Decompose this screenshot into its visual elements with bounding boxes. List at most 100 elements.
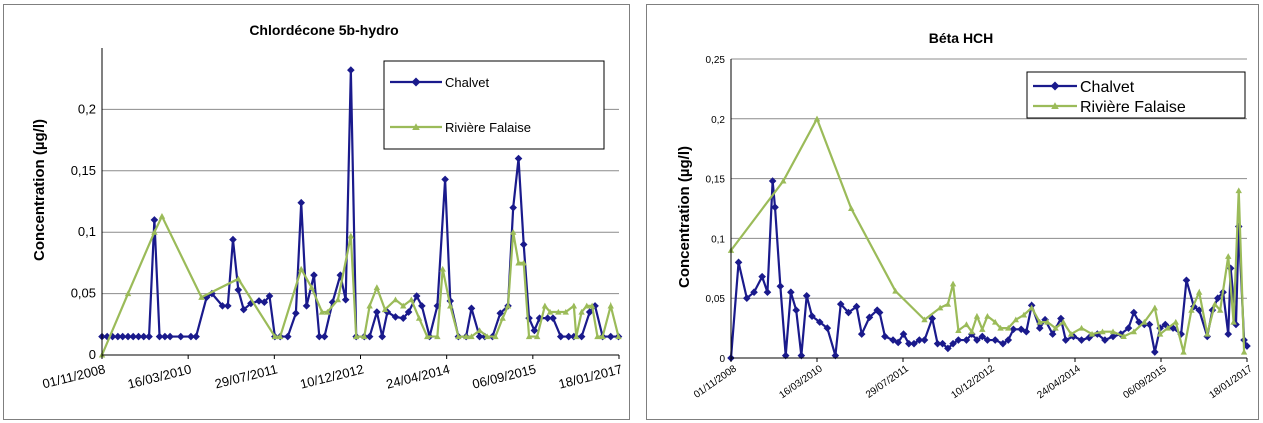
data-point-riviere-falaise xyxy=(541,302,549,309)
legend-marker xyxy=(411,77,421,87)
data-point-chalvet xyxy=(1017,325,1025,334)
y-tick-label: 0,15 xyxy=(71,163,96,178)
data-point-riviere-falaise xyxy=(198,294,205,300)
data-point-riviere-falaise xyxy=(607,302,614,309)
data-point-chalvet xyxy=(139,332,148,341)
data-point-chalvet xyxy=(734,258,743,267)
x-tick-label: 18/01/2017 xyxy=(1207,363,1255,401)
legend-box xyxy=(383,60,605,150)
data-point-chalvet xyxy=(315,332,324,341)
data-point-riviere-falaise xyxy=(1172,318,1179,325)
data-point-chalvet xyxy=(606,332,615,341)
legend-marker xyxy=(412,123,420,131)
chart-panel-chlordecone: Chlordécone 5b-hydro Concentration (µg/l… xyxy=(3,4,630,420)
data-point-chalvet xyxy=(475,332,484,341)
data-point-chalvet xyxy=(1195,306,1203,314)
legend-label: Rivière Falaise xyxy=(1080,99,1186,116)
data-point-riviere-falaise xyxy=(352,333,360,340)
data-point-riviere-falaise xyxy=(984,312,991,319)
data-point-riviere-falaise xyxy=(1195,289,1203,295)
y-tick-label: 0,25 xyxy=(706,55,726,66)
chart-title: Béta HCH xyxy=(929,30,994,46)
data-point-riviere-falaise xyxy=(1204,330,1211,337)
data-point-riviere-falaise xyxy=(1225,253,1232,259)
data-point-riviere-falaise xyxy=(570,302,578,309)
data-point-chalvet xyxy=(802,292,811,300)
data-point-chalvet xyxy=(378,332,387,341)
data-point-chalvet xyxy=(844,308,853,317)
data-point-chalvet xyxy=(787,288,795,297)
data-point-riviere-falaise xyxy=(434,333,441,340)
data-point-riviere-falaise xyxy=(1164,324,1171,331)
data-point-chalvet xyxy=(265,292,274,300)
data-point-riviere-falaise xyxy=(235,275,242,282)
legend-marker xyxy=(1050,81,1060,91)
data-point-chalvet xyxy=(161,332,169,341)
data-point-riviere-falaise xyxy=(848,205,855,212)
data-point-chalvet xyxy=(543,314,552,322)
data-point-chalvet xyxy=(875,308,884,317)
y-tick-label: 0,1 xyxy=(711,234,725,245)
legend-marker xyxy=(1051,102,1059,110)
data-point-chalvet xyxy=(260,298,269,306)
x-tick-label: 01/11/2008 xyxy=(692,363,739,401)
data-point-riviere-falaise xyxy=(509,229,517,235)
data-point-riviere-falaise xyxy=(921,316,928,323)
data-point-chalvet xyxy=(187,332,195,341)
data-point-chalvet xyxy=(480,332,489,341)
legend-label: Chalvet xyxy=(445,75,489,90)
data-point-riviere-falaise xyxy=(483,333,491,340)
data-point-chalvet xyxy=(991,336,999,344)
data-point-chalvet xyxy=(973,336,981,344)
data-point-chalvet xyxy=(1057,314,1065,323)
data-point-chalvet xyxy=(591,302,599,310)
data-point-riviere-falaise xyxy=(979,326,986,332)
data-point-chalvet xyxy=(1061,336,1070,344)
data-point-riviere-falaise xyxy=(955,327,962,334)
data-point-chalvet xyxy=(302,302,311,310)
data-point-riviere-falaise xyxy=(347,232,355,239)
data-point-chalvet xyxy=(234,286,243,294)
data-point-chalvet xyxy=(418,302,426,310)
data-point-riviere-falaise xyxy=(439,265,446,272)
data-point-chalvet xyxy=(1109,332,1117,341)
data-point-chalvet xyxy=(283,332,292,341)
data-point-chalvet xyxy=(771,203,779,212)
data-point-chalvet xyxy=(166,332,174,341)
data-point-chalvet xyxy=(1041,315,1049,324)
data-point-chalvet xyxy=(247,299,255,308)
x-tick-label: 24/04/2014 xyxy=(385,361,452,391)
y-tick-label: 0,05 xyxy=(706,294,726,305)
data-point-chalvet xyxy=(145,332,153,341)
data-point-chalvet xyxy=(910,339,918,348)
data-point-chalvet xyxy=(962,336,971,344)
data-point-chalvet xyxy=(224,302,232,310)
data-point-chalvet xyxy=(514,154,523,163)
data-point-riviere-falaise xyxy=(520,259,527,266)
x-tick-label: 29/07/2011 xyxy=(213,361,279,391)
data-point-riviere-falaise xyxy=(1180,348,1187,355)
data-point-riviere-falaise xyxy=(1188,306,1195,313)
x-tick-label: 10/12/2012 xyxy=(298,361,365,391)
data-point-chalvet xyxy=(564,332,573,341)
data-point-chalvet xyxy=(176,332,185,341)
data-point-riviere-falaise xyxy=(583,302,590,309)
data-point-riviere-falaise xyxy=(1036,318,1043,325)
data-point-chalvet xyxy=(391,313,400,321)
data-point-chalvet xyxy=(202,293,211,302)
data-point-chalvet xyxy=(808,312,816,320)
data-point-chalvet xyxy=(255,297,263,305)
data-point-chalvet xyxy=(150,216,159,224)
data-point-chalvet xyxy=(310,271,318,279)
data-point-riviere-falaise xyxy=(499,314,506,321)
data-point-riviere-falaise xyxy=(1141,318,1148,325)
data-point-riviere-falaise xyxy=(562,308,569,315)
data-point-riviere-falaise xyxy=(936,304,944,311)
data-point-riviere-falaise xyxy=(1120,333,1127,340)
data-point-riviere-falaise xyxy=(334,296,342,303)
data-point-chalvet xyxy=(920,336,929,344)
data-point-chalvet xyxy=(373,308,381,316)
x-tick-label: 06/09/2015 xyxy=(471,361,538,391)
data-point-riviere-falaise xyxy=(1230,318,1237,325)
data-point-chalvet xyxy=(577,332,586,341)
